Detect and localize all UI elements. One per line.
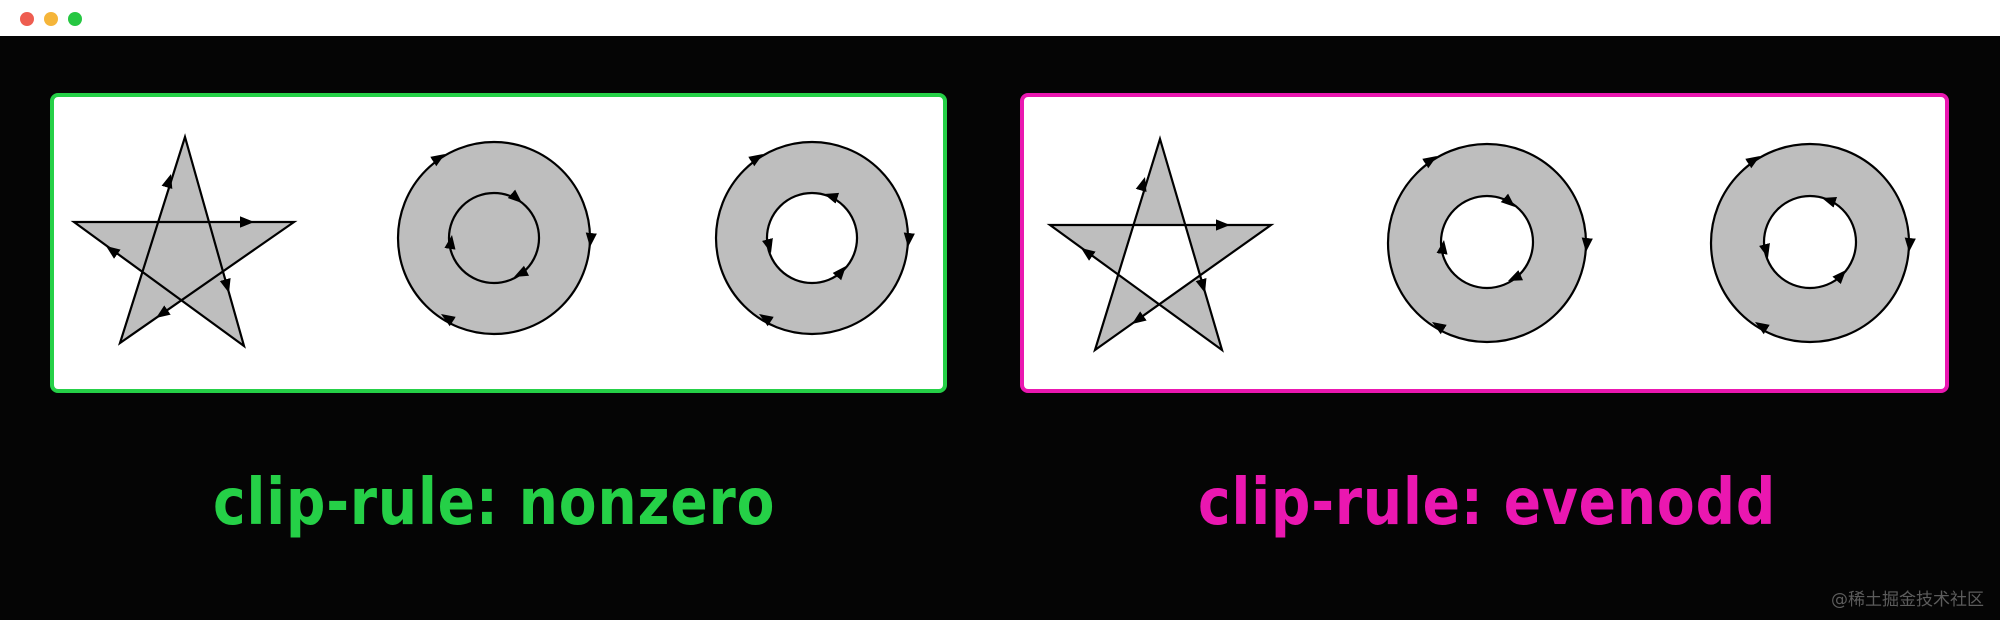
ring-opposite-direction-icon <box>1709 142 1916 344</box>
ring-same-direction-icon <box>1386 142 1593 344</box>
nonzero-caption: clip-rule: nonzero <box>213 466 776 540</box>
minimize-window-button[interactable] <box>44 12 58 26</box>
close-window-button[interactable] <box>20 12 34 26</box>
window-titlebar <box>0 0 2000 36</box>
watermark: @稀土掘金技术社区 <box>1831 590 1984 610</box>
star-icon <box>70 133 298 349</box>
zoom-window-button[interactable] <box>68 12 82 26</box>
star-icon <box>1046 135 1275 353</box>
ring-same-direction-icon <box>396 140 597 336</box>
nonzero-panel <box>50 93 947 393</box>
ring-opposite-direction-icon <box>714 140 915 336</box>
evenodd-panel <box>1020 93 1949 393</box>
evenodd-caption: clip-rule: evenodd <box>1198 466 1777 540</box>
